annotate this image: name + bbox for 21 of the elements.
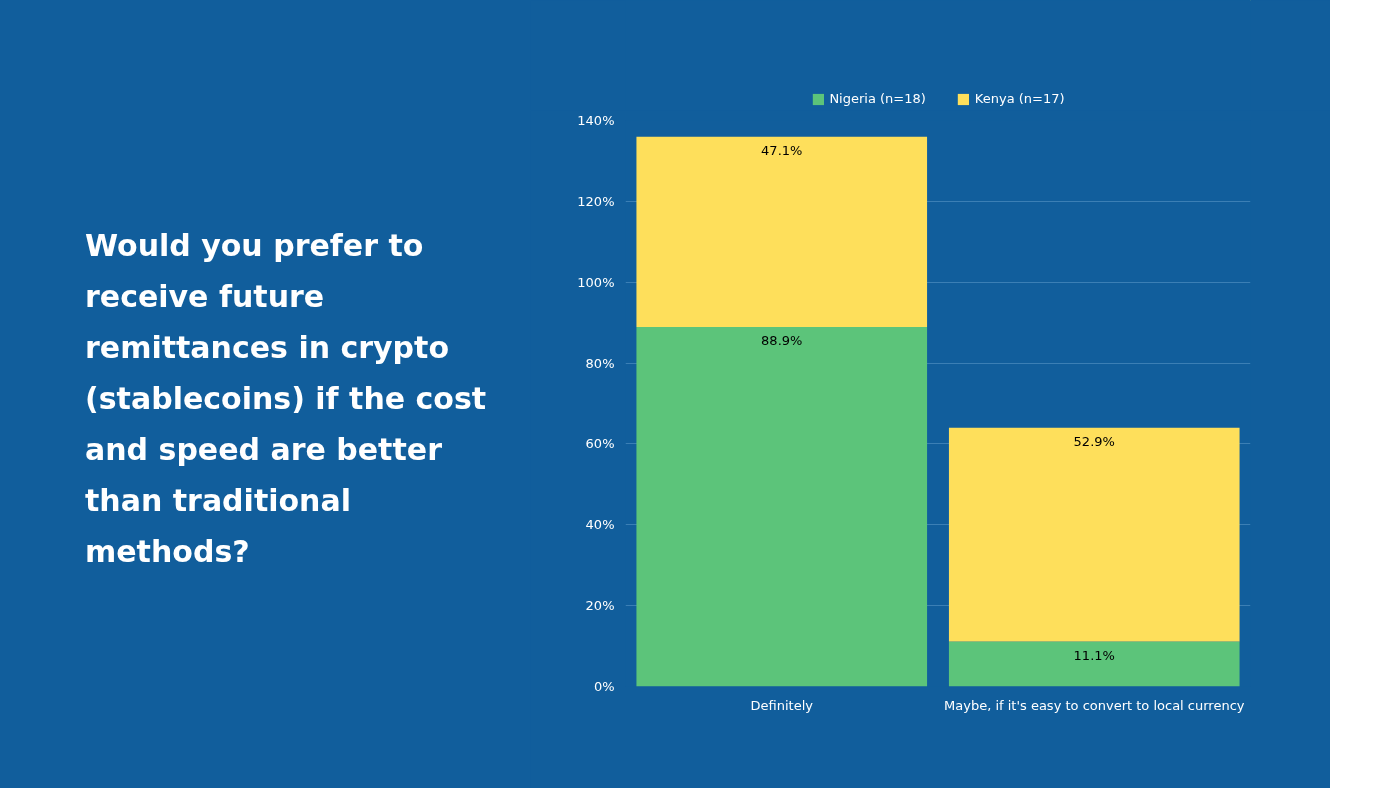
y-tick-label: 60% — [585, 436, 615, 452]
bar — [948, 427, 1240, 642]
y-tick-label: 0% — [593, 679, 615, 694]
data-label: 88.9% — [761, 333, 803, 349]
bar — [636, 327, 928, 687]
y-tick-label: 20% — [585, 598, 615, 614]
data-label: 47.1% — [761, 142, 803, 158]
legend-label: Kenya (n=17) — [974, 91, 1065, 106]
bar — [636, 136, 928, 328]
y-tick-label: 40% — [585, 517, 615, 533]
y-tick-label: 140% — [577, 113, 615, 128]
text: Would you prefer to receive future remittances in crypto (stablecoins) if the cost and speed are better than traditional methods? — [85, 227, 488, 571]
data-label: 11.1% — [1073, 647, 1115, 663]
data-label: 52.9% — [1073, 433, 1115, 449]
x-tick-label: Definitely — [750, 697, 814, 713]
y-tick-label: 120% — [577, 193, 615, 209]
bar — [948, 641, 1240, 687]
y-tick-label: 100% — [577, 274, 615, 290]
y-tick-label: 80% — [585, 355, 615, 371]
x-tick-label: Maybe, if it's easy to convert to local currency — [944, 697, 1245, 713]
legend-label: Nigeria (n=18) — [829, 91, 926, 106]
